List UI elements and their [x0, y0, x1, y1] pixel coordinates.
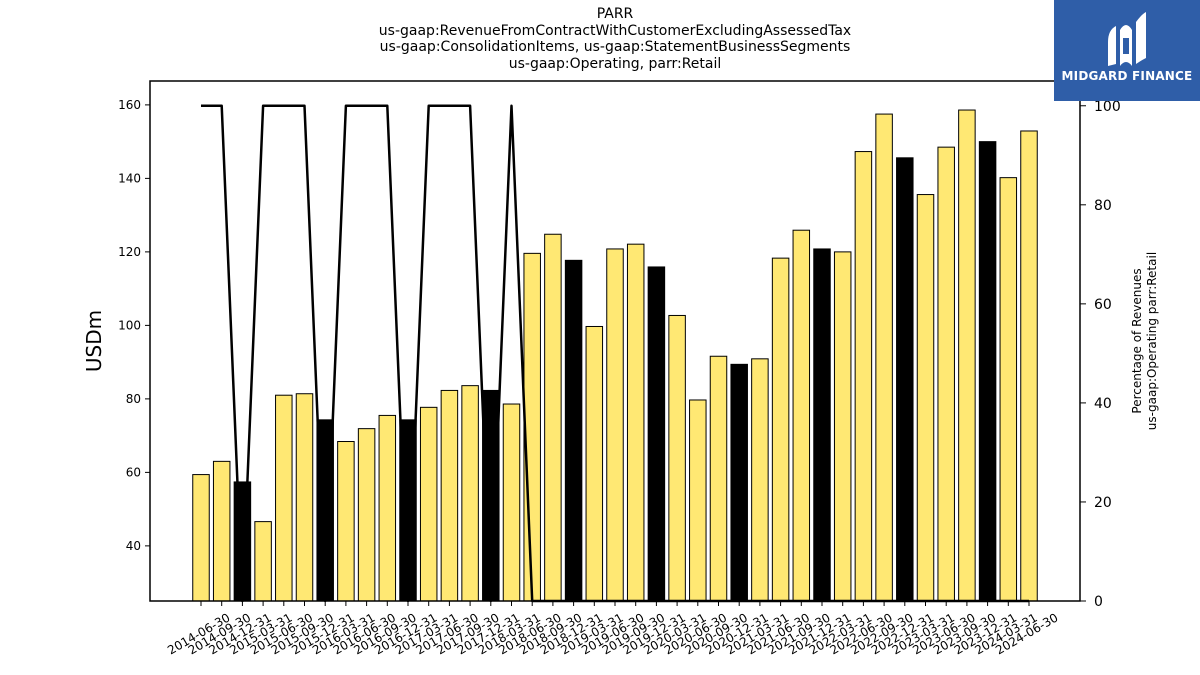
bar-2022-12-31 [896, 157, 914, 602]
bar-2018-03-31 [502, 403, 521, 602]
bar-2023-09-30 [958, 109, 976, 602]
bar-2024-06-30 [1020, 130, 1038, 602]
bar-2019-06-30 [606, 248, 624, 602]
bar-2017-09-30 [461, 385, 479, 602]
y2-axis-label-line-1: us-gaap:Operating parr:Retail [1145, 252, 1159, 430]
bar-2022-09-30 [875, 113, 893, 602]
bar-2020-06-30 [689, 399, 707, 602]
y2-tick-label-20: 20 [1094, 495, 1112, 511]
midgard-logo-icon [1108, 12, 1146, 66]
bar-2016-03-31 [337, 441, 355, 602]
bar-2019-12-31 [647, 266, 666, 602]
bar-2018-06-30 [523, 252, 541, 602]
title-line-axes: us-gaap:ConsolidationItems, us-gaap:Stat… [379, 39, 851, 55]
title-line-members: us-gaap:Operating, parr:Retail [508, 55, 722, 72]
bar-2017-12-31 [482, 389, 500, 602]
bar-2014-09-30 [212, 460, 231, 602]
midgard-finance-logo: MIDGARD FINANCE [1054, 0, 1200, 101]
bar-2019-09-30 [626, 243, 645, 602]
bar-2020-03-31 [668, 314, 686, 602]
y-tick-label-60: 60 [126, 465, 141, 479]
y-tick-label-40: 40 [126, 539, 141, 553]
y2-tick-label-80: 80 [1094, 198, 1112, 214]
y2-tick-label-40: 40 [1094, 396, 1112, 412]
y-tick-label-100: 100 [118, 318, 141, 332]
logo-text: MIDGARD FINANCE [1061, 69, 1193, 83]
bar-2015-03-31 [254, 521, 272, 602]
bar-2022-03-31 [833, 251, 852, 602]
bar-2019-03-31 [585, 325, 604, 602]
bar-2017-03-31 [419, 406, 438, 602]
bar-2023-03-31 [916, 194, 935, 602]
title-line-ticker: PARR [596, 6, 634, 22]
chart-title: PARR us-gaap:RevenueFromContractWithCust… [0, 6, 1200, 72]
bar-2016-06-30 [357, 428, 376, 602]
bar-2022-06-30 [854, 151, 873, 602]
bar-2020-09-30 [709, 355, 728, 602]
bar-2024-03-31 [999, 177, 1018, 602]
bar-2020-12-31 [730, 363, 748, 602]
bar-2015-06-30 [275, 394, 293, 602]
bar-2018-09-30 [544, 233, 562, 602]
bar-2015-09-30 [295, 393, 314, 602]
y2-tick-label-100: 100 [1094, 99, 1121, 115]
y2-axis-label-line-0: Percentage of Revenues [1130, 268, 1144, 413]
bar-2016-09-30 [378, 414, 397, 602]
y2-tick-label-60: 60 [1094, 297, 1112, 313]
y-tick-label-160: 160 [118, 98, 141, 112]
y-axis-label: USDm [82, 310, 106, 372]
y-tick-label-80: 80 [126, 392, 141, 406]
bar-2021-12-31 [813, 248, 831, 602]
bar-2018-12-31 [564, 259, 583, 602]
bar-2014-06-30 [192, 474, 210, 602]
title-line-concept: us-gaap:RevenueFromContractWithCustomerE… [378, 22, 852, 39]
y-tick-label-140: 140 [118, 171, 141, 185]
y-tick-label-120: 120 [118, 245, 141, 259]
bar-2023-12-31 [978, 141, 997, 602]
bar-2021-09-30 [792, 229, 811, 602]
bar-2021-03-31 [751, 358, 769, 602]
bar-2021-06-30 [771, 257, 790, 602]
y2-tick-label-0: 0 [1094, 594, 1103, 610]
bar-2017-06-30 [440, 389, 459, 602]
bar-2023-06-30 [937, 146, 955, 602]
